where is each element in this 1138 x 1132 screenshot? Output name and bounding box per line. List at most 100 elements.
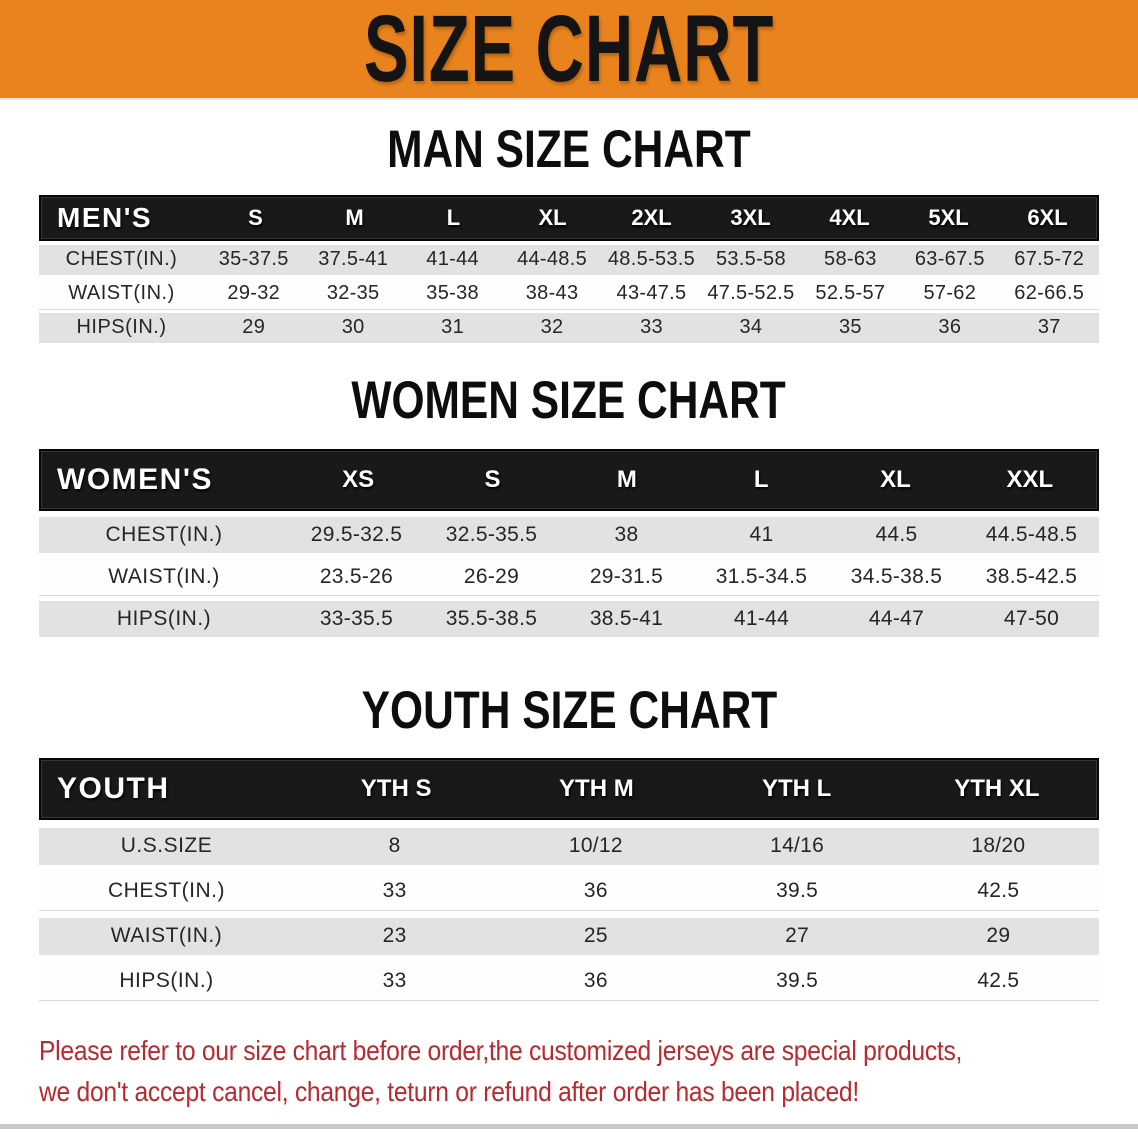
size-column-header: 4XL <box>829 204 870 230</box>
section-youth: YOUTH SIZE CHART YOUTH YTH S YTH M YTH L YTH … <box>39 680 1099 1000</box>
row-label: CHEST(IN.) <box>105 523 223 546</box>
size-cell: 35-38 <box>426 282 479 304</box>
size-cell: 34.5-38.5 <box>850 565 943 588</box>
row-label: WAIST(IN.) <box>68 282 175 304</box>
footer-note: Please refer to our size chart before or… <box>39 1030 1099 1112</box>
size-column-header: 6XL <box>1027 204 1068 230</box>
size-cell: 33 <box>382 969 407 992</box>
size-cell: 31.5-34.5 <box>715 565 808 588</box>
table-row: WAIST(IN.) 23.5-26 26-29 29-31.5 31.5-34.5 34… <box>39 559 1099 595</box>
row-label: WAIST(IN.) <box>110 924 223 947</box>
size-column-header: M <box>345 204 364 230</box>
size-cell: 39.5 <box>776 879 819 902</box>
size-cell: 30 <box>341 316 365 338</box>
table-row: WAIST(IN.) 23 25 27 29 <box>39 917 1099 955</box>
size-column-header: YTH M <box>559 774 634 802</box>
section-heading-text: MAN SIZE CHART <box>387 119 751 179</box>
table-row: CHEST(IN.) 33 36 39.5 42.5 <box>39 872 1099 910</box>
size-cell: 35-37.5 <box>218 248 289 270</box>
table-header-row: MEN'S S M L XL 2XL 3XL 4XL 5XL 6XL <box>39 194 1099 241</box>
section-heading-text: YOUTH SIZE CHART <box>361 680 777 740</box>
size-cell: 18/20 <box>971 834 1026 857</box>
size-cell: 53.5-58 <box>715 248 786 270</box>
table-header-label: WOMEN'S <box>57 463 213 496</box>
size-cell: 26-29 <box>463 565 520 588</box>
size-cell: 37.5-41 <box>318 248 389 270</box>
size-cell: 42.5 <box>977 879 1020 902</box>
size-chart-banner: SIZE CHART <box>0 0 1138 100</box>
table-row: U.S.SIZE 8 10/12 14/16 18/20 <box>39 827 1099 865</box>
table-row: HIPS(IN.) 33 36 39.5 42.5 <box>39 962 1099 1000</box>
size-cell: 23.5-26 <box>319 565 394 588</box>
size-column-header: XS <box>342 466 375 493</box>
table-row: WAIST(IN.) 29-32 32-35 35-38 38-43 43-47.5 47.… <box>39 278 1099 309</box>
size-cell: 29 <box>242 316 266 338</box>
table-header-label: YOUTH <box>57 771 170 805</box>
size-cell: 41 <box>749 523 774 546</box>
size-cell: 38-43 <box>525 282 579 304</box>
footer-note-text-1: Please refer to our size chart before or… <box>39 1034 963 1066</box>
size-column-header: 5XL <box>928 204 969 230</box>
size-cell: 62-66.5 <box>1014 282 1085 304</box>
table-row: CHEST(IN.) 29.5-32.5 32.5-35.5 38 41 44.5 44.5… <box>39 517 1099 553</box>
size-column-header: YTH S <box>360 774 432 802</box>
footer-note-line-2: we don't accept cancel, change, teturn o… <box>39 1071 1099 1112</box>
row-label: HIPS(IN.) <box>119 969 214 992</box>
size-cell: 38.5-42.5 <box>985 565 1078 588</box>
section-women: WOMEN SIZE CHART WOMEN'S XS S M L XL XXL CHEST(I… <box>39 373 1099 637</box>
size-column-header: YTH XL <box>954 774 1040 802</box>
size-cell: 47-50 <box>1003 607 1060 630</box>
size-cell: 63-67.5 <box>914 248 985 270</box>
size-cell: 33-35.5 <box>319 607 394 630</box>
size-cell: 47.5-52.5 <box>707 282 795 304</box>
size-cell: 27 <box>785 924 810 947</box>
section-heading-women: WOMEN SIZE CHART <box>39 373 1099 425</box>
size-cell: 29-32 <box>227 282 281 304</box>
footer-note-line-1: Please refer to our size chart before or… <box>39 1030 1099 1071</box>
section-heading-men: MAN SIZE CHART <box>39 119 1099 179</box>
size-column-header: S <box>484 466 501 493</box>
size-cell: 44-47 <box>868 607 925 630</box>
row-label: WAIST(IN.) <box>108 565 220 588</box>
size-column-header: S <box>248 204 263 230</box>
size-cell: 67.5-72 <box>1014 248 1085 270</box>
table-row: CHEST(IN.) 35-37.5 37.5-41 41-44 44-48.5 48.5… <box>39 244 1099 275</box>
size-cell: 32.5-35.5 <box>445 523 538 546</box>
size-cell: 43-47.5 <box>616 282 687 304</box>
size-cell: 36 <box>938 316 962 338</box>
size-cell: 29-31.5 <box>589 565 664 588</box>
table-header-row: WOMEN'S XS S M L XL XXL <box>39 449 1099 511</box>
size-cell: 41-44 <box>733 607 790 630</box>
size-cell: 14/16 <box>770 834 825 857</box>
size-cell: 34 <box>739 316 763 338</box>
size-chart-sections: MAN SIZE CHART MEN'S S M L XL 2XL 3XL 4XL 5XL 6XL C… <box>39 119 1099 1000</box>
table-row: HIPS(IN.) 29 30 31 32 33 34 35 36 37 <box>39 312 1099 343</box>
section-heading-youth: YOUTH SIZE CHART <box>39 680 1099 740</box>
size-cell: 38 <box>614 523 639 546</box>
size-cell: 29.5-32.5 <box>310 523 403 546</box>
size-cell: 36 <box>583 879 608 902</box>
table-row: HIPS(IN.) 33-35.5 35.5-38.5 38.5-41 41-44 44-… <box>39 601 1099 637</box>
size-cell: 58-63 <box>824 248 877 270</box>
size-cell: 44.5 <box>875 523 918 546</box>
content-area: MAN SIZE CHART MEN'S S M L XL 2XL 3XL 4XL 5XL 6XL C… <box>0 119 1138 1112</box>
size-cell: 52.5-57 <box>815 282 886 304</box>
size-column-header: 3XL <box>730 204 771 230</box>
size-cell: 39.5 <box>776 969 819 992</box>
size-cell: 33 <box>640 316 663 338</box>
row-label: U.S.SIZE <box>120 834 213 857</box>
table-header-row: YOUTH YTH S YTH M YTH L YTH XL <box>39 757 1099 820</box>
size-column-header: XL <box>538 204 567 230</box>
size-column-header: XXL <box>1006 466 1054 493</box>
size-table-youth: YOUTH YTH S YTH M YTH L YTH XL U.S.SIZE 8 10/12… <box>39 757 1099 1000</box>
size-column-header: M <box>616 466 637 493</box>
size-table-men: MEN'S S M L XL 2XL 3XL 4XL 5XL 6XL CHEST(IN.) 35-37… <box>39 194 1099 343</box>
size-cell: 31 <box>441 316 465 338</box>
bottom-divider <box>0 1124 1138 1129</box>
row-label: CHEST(IN.) <box>65 248 178 270</box>
size-cell: 35 <box>838 316 862 338</box>
row-label: HIPS(IN.) <box>76 316 167 338</box>
footer-note-text-2: we don't accept cancel, change, teturn o… <box>39 1075 859 1107</box>
size-cell: 35.5-38.5 <box>445 607 538 630</box>
size-column-header: L <box>753 466 769 493</box>
